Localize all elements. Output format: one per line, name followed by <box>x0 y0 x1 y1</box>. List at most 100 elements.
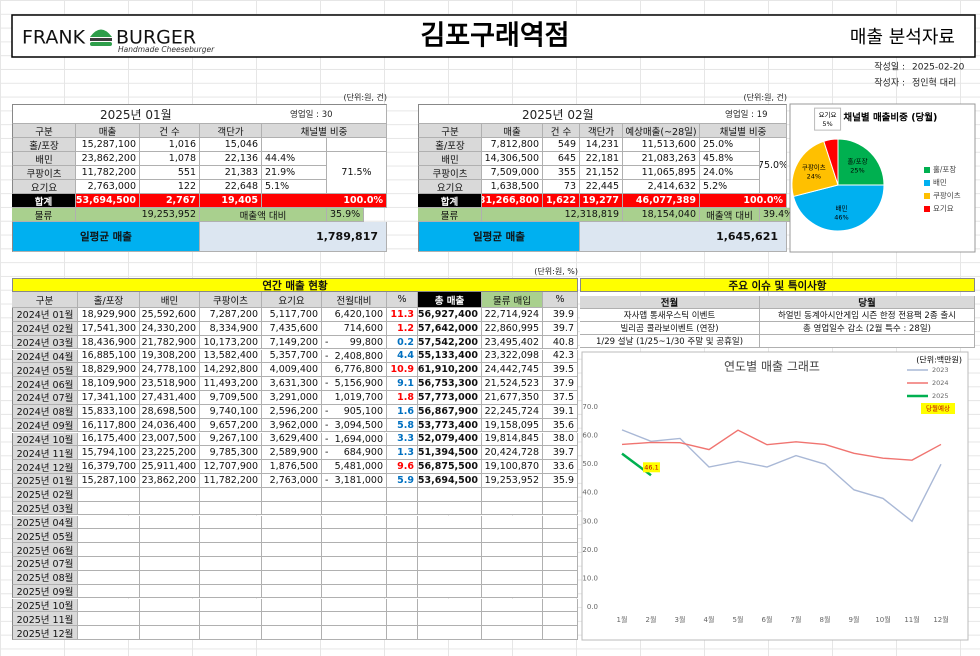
row-label: 2024년 09월 <box>12 418 78 433</box>
cell: - 99,800 <box>322 335 387 350</box>
cell <box>387 501 418 516</box>
cell: 39.9 <box>543 308 578 322</box>
author: 정인혁 대리 <box>912 78 956 89</box>
cell <box>322 529 387 544</box>
cell <box>387 515 418 530</box>
cell: 25,592,600 <box>140 308 200 322</box>
cell: 3.3 <box>387 432 418 447</box>
cell <box>387 557 418 571</box>
label-box <box>814 107 842 131</box>
legend-swatch <box>924 206 930 212</box>
y-tick-label: 50.0 <box>582 460 598 468</box>
daily-label: 일평균 매출 <box>418 222 580 252</box>
cell: 3,629,400 <box>262 432 322 447</box>
cell: 39.1 <box>543 404 578 419</box>
cell: 7,149,200 <box>262 335 322 350</box>
column-header: % <box>543 292 578 308</box>
cell: 61,910,200 <box>418 363 482 378</box>
issue-cell: 자사앱 통새우스틱 이벤트 <box>580 309 760 322</box>
y-tick-label: 30.0 <box>582 517 598 525</box>
cell: 23,862,200 <box>140 474 200 488</box>
cell: 9,267,100 <box>200 432 262 447</box>
cell: 2,763,000 <box>76 180 140 194</box>
total-label: 합계 <box>418 194 482 208</box>
cell: 22,181 <box>580 152 623 166</box>
cell: 53,694,500 <box>418 474 482 488</box>
row-label: 2025년 12월 <box>12 626 78 640</box>
total-cell: 1,622 <box>543 194 580 208</box>
row-label: 2024년 06월 <box>12 377 78 391</box>
column-header: 전월대비 <box>322 292 387 308</box>
cell <box>78 584 140 599</box>
legend-label: 2023 <box>932 366 949 374</box>
cell: 22,648 <box>200 180 262 194</box>
cell: 28,698,500 <box>140 404 200 419</box>
cell: 5.8 <box>387 418 418 433</box>
cell: 3,291,000 <box>262 391 322 405</box>
cell: 7,287,200 <box>200 308 262 322</box>
row-label: 2025년 01월 <box>12 474 78 488</box>
brand-left: FRANK <box>22 27 86 49</box>
cell <box>140 529 200 544</box>
cell: 23,007,500 <box>140 432 200 447</box>
cell: 22,860,995 <box>482 321 543 336</box>
unit-note: (단위:원, %) <box>534 267 578 276</box>
section-title: 주요 이슈 및 특이사항 <box>580 278 975 292</box>
cell <box>140 543 200 557</box>
unit-note: (단위:원, 건) <box>343 93 387 102</box>
row-label: 2025년 09월 <box>12 584 78 599</box>
merged-share: 75.0% <box>760 138 787 194</box>
row-label: 2025년 06월 <box>12 543 78 557</box>
cell: 24.0% <box>700 166 760 180</box>
cell: 10.9 <box>387 363 418 378</box>
row-label: 2025년 05월 <box>12 529 78 544</box>
cell: 51,394,500 <box>418 446 482 461</box>
cell: 9,740,100 <box>200 404 262 419</box>
cell <box>200 584 262 599</box>
cell: 14,292,800 <box>200 363 262 378</box>
legend-label: 배민 <box>933 177 947 187</box>
cell: 24,330,200 <box>140 321 200 336</box>
column-header: 전월 <box>580 296 760 309</box>
cell <box>200 570 262 585</box>
header-box <box>11 14 976 58</box>
cell <box>482 515 543 530</box>
cell: 42.3 <box>543 349 578 364</box>
column-header: 배민 <box>140 292 200 308</box>
issue-cell: 하얼빈 동계아시안게임 시즌 한정 전용팩 2종 출시 <box>760 309 975 322</box>
cell: 1,638,500 <box>482 180 543 194</box>
cell: 551 <box>140 166 200 180</box>
cell <box>140 626 200 640</box>
cell: - 2,408,800 <box>322 349 387 364</box>
cell <box>387 612 418 627</box>
cell <box>482 612 543 627</box>
cell: 39.5 <box>543 363 578 378</box>
column-header: 채널별 비중 <box>262 124 387 138</box>
logistics-cell: 18,154,040 <box>623 208 700 222</box>
cell: 35.9 <box>543 474 578 488</box>
x-tick-label: 9월 <box>849 615 860 624</box>
cell: 4,009,400 <box>262 363 322 378</box>
cell <box>418 584 482 599</box>
cell: 1.3 <box>387 446 418 461</box>
cell: 52,079,400 <box>418 432 482 447</box>
cell: 21,152 <box>580 166 623 180</box>
cell: 14,231 <box>580 138 623 152</box>
cell: 17,541,300 <box>78 321 140 336</box>
cell <box>322 543 387 557</box>
cell: 9,709,500 <box>200 391 262 405</box>
cell: 4.4 <box>387 349 418 364</box>
cell <box>543 543 578 557</box>
cell: 2,596,200 <box>262 404 322 419</box>
x-tick-label: 4월 <box>704 615 715 624</box>
chart-title: 주문 채널별 매출비중 (당월) <box>823 112 938 124</box>
cell: 53,773,400 <box>418 418 482 433</box>
legend-swatch <box>924 167 930 173</box>
cell: 38.0 <box>543 432 578 447</box>
column-header: 매출 <box>76 124 140 138</box>
series-line <box>621 429 942 523</box>
cell: 11,782,200 <box>200 474 262 488</box>
slice-value: 5% <box>822 120 832 128</box>
